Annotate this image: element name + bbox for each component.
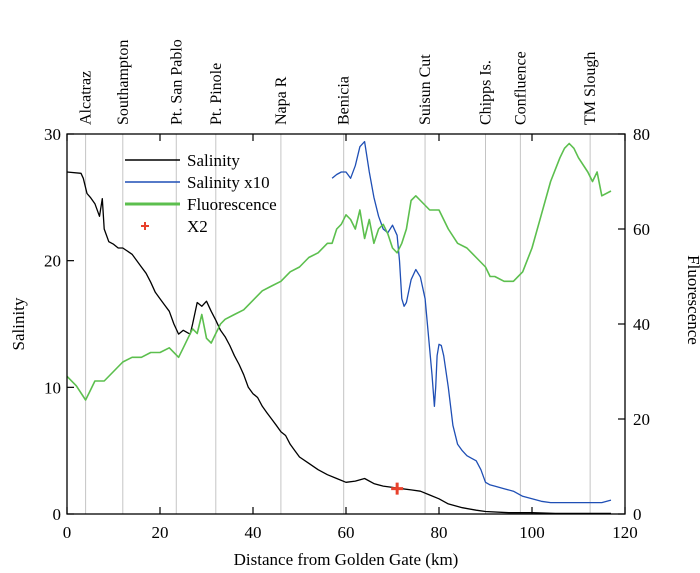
y-left-tick-label: 0 bbox=[53, 505, 62, 524]
y-right-tick-label: 60 bbox=[633, 220, 650, 239]
x-tick-label: 100 bbox=[519, 523, 545, 542]
station-label: Pt. San Pablo bbox=[168, 39, 185, 125]
x-axis-title: Distance from Golden Gate (km) bbox=[234, 550, 459, 569]
station-label: Napa R bbox=[273, 76, 290, 125]
y-right-tick-label: 80 bbox=[633, 125, 650, 144]
station-lines bbox=[85, 134, 591, 514]
x-tick-label: 0 bbox=[63, 523, 72, 542]
station-label: Chipps Is. bbox=[478, 60, 495, 125]
x-tick-label: 40 bbox=[245, 523, 262, 542]
x-tick-label: 20 bbox=[152, 523, 169, 542]
legend-label-salinity-x10: Salinity x10 bbox=[187, 173, 270, 192]
station-label: Southampton bbox=[115, 40, 132, 125]
station-label: Benicia bbox=[336, 76, 353, 125]
legend: Salinity Salinity x10 Fluorescence X2 bbox=[125, 151, 277, 236]
y-left-tick-label: 30 bbox=[44, 125, 61, 144]
station-label: TM Slough bbox=[582, 52, 599, 125]
x-tick-label: 80 bbox=[431, 523, 448, 542]
fluorescence-series-line bbox=[66, 142, 612, 401]
y-left-tick-label: 10 bbox=[44, 378, 61, 397]
station-label: Alcatraz bbox=[78, 71, 95, 125]
y-axis-right-title: Fluorescence bbox=[684, 255, 700, 345]
legend-swatch-x2 bbox=[141, 222, 149, 230]
legend-label-salinity: Salinity bbox=[187, 151, 240, 170]
y-left-tick-label: 20 bbox=[44, 252, 61, 271]
station-label: Confluence bbox=[512, 51, 529, 125]
salinity-x10-series-line bbox=[331, 140, 612, 504]
x2-marker bbox=[391, 482, 404, 495]
x-tick-label: 60 bbox=[338, 523, 355, 542]
y-right-tick-label: 20 bbox=[633, 410, 650, 429]
x-tick-label: 120 bbox=[612, 523, 638, 542]
series-layer bbox=[66, 140, 612, 515]
station-label: Suisun Cut bbox=[417, 54, 434, 125]
plot-frame bbox=[66, 133, 626, 515]
y-right-tick-label: 40 bbox=[633, 315, 650, 334]
salinity-series-line bbox=[66, 171, 611, 515]
legend-label-x2: X2 bbox=[187, 217, 208, 236]
station-labels: Alcatraz Southampton Pt. San Pablo Pt. Pino… bbox=[78, 39, 600, 125]
y-axis-left-title: Salinity bbox=[9, 297, 28, 350]
y-right-tick-label: 0 bbox=[633, 505, 642, 524]
station-label: Pt. Pinole bbox=[208, 63, 225, 125]
legend-label-fluorescence: Fluorescence bbox=[187, 195, 277, 214]
